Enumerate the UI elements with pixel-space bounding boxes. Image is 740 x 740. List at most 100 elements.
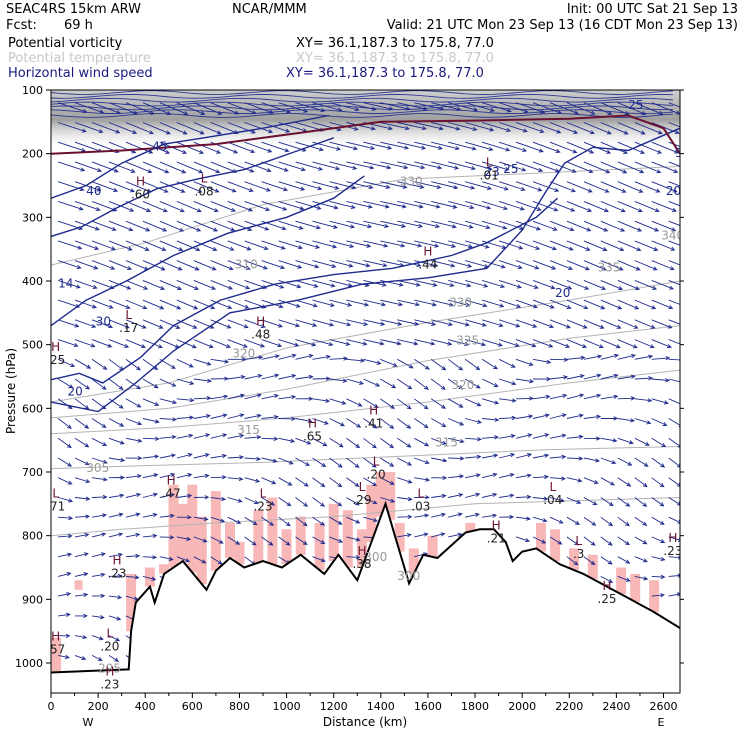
x-tick-label-1600: 1600	[414, 700, 442, 713]
wind-arrow-872	[91, 572, 106, 577]
wind-arrow-828	[312, 536, 326, 544]
wind-arrow-763	[448, 492, 464, 498]
contour-label-6: 25	[503, 162, 518, 176]
wind-arrow-724	[414, 477, 431, 482]
wind-arrow-673	[176, 453, 193, 459]
wind-arrow-497	[329, 356, 349, 361]
wind-arrow-840	[583, 536, 596, 546]
wind-arrow-128	[346, 161, 375, 170]
wind-arrow-749	[210, 496, 227, 502]
wind-arrow-367	[634, 279, 658, 290]
wind-arrow-793	[329, 516, 343, 525]
hl-letter-8: L	[373, 455, 380, 469]
wind-arrow-221	[668, 200, 680, 207]
wind-arrow-99	[481, 141, 511, 152]
wind-arrow-197	[261, 200, 288, 211]
wind-arrow-835	[448, 532, 463, 538]
wind-arrow-540	[430, 378, 446, 390]
strat-contour-6	[51, 113, 673, 118]
wind-arrow-662	[617, 437, 634, 445]
wind-arrow-455	[244, 339, 266, 348]
wind-arrow-427	[397, 319, 420, 326]
wind-arrow-895	[74, 634, 88, 640]
wind-arrow-418	[244, 319, 266, 328]
wind-arrow-731	[532, 474, 550, 480]
hl-letter-4: H	[256, 315, 265, 329]
wind-arrow-849	[108, 552, 124, 558]
forecast-hour: 69 h	[64, 18, 93, 33]
wind-arrow-247	[481, 220, 508, 230]
wind-arrow-541	[447, 378, 464, 390]
wind-arrow-836	[515, 536, 531, 543]
wind-arrow-281	[431, 240, 457, 248]
wind-arrow-379	[210, 299, 233, 310]
wind-arrow-733	[566, 477, 583, 483]
pv-shade-col-7	[210, 491, 221, 571]
hl-value-14: .04	[543, 493, 562, 507]
wind-arrow-408	[74, 319, 97, 328]
wind-arrow-785	[193, 516, 209, 522]
hl-marker-9: H.47	[162, 474, 181, 501]
wind-arrow-8	[193, 102, 223, 115]
hl-value-0: .60	[131, 188, 150, 202]
wind-arrow-293	[634, 240, 659, 251]
wind-arrow-867	[634, 556, 648, 563]
wind-arrow-292	[617, 240, 642, 252]
wind-arrow-471	[515, 339, 537, 348]
field-name-pv: Potential vorticity	[8, 36, 123, 51]
wind-arrow-276	[346, 240, 372, 248]
contour-label-17: 315	[237, 423, 260, 437]
wind-arrow-190	[142, 200, 168, 213]
wind-arrow-269	[227, 240, 252, 251]
wind-arrow-652	[448, 437, 465, 444]
hl-value-17: .38	[352, 557, 371, 571]
wind-arrow-558	[108, 398, 124, 409]
wind-arrow-476	[600, 339, 621, 349]
wind-arrow-829	[329, 536, 344, 543]
wind-arrow-586	[583, 393, 602, 400]
hl-letter-21: L	[107, 627, 114, 641]
wind-arrow-414	[176, 319, 198, 329]
wind-arrow-137	[498, 161, 527, 172]
x-tick-label-1800: 1800	[461, 700, 489, 713]
wind-arrow-423	[329, 319, 352, 327]
wind-arrow-295	[668, 240, 680, 246]
wind-arrow-393	[448, 299, 471, 307]
wind-arrow-821	[193, 536, 208, 543]
wind-arrow-148	[57, 181, 85, 192]
wind-arrow-106	[600, 141, 629, 154]
wind-arrow-1	[74, 102, 105, 114]
wind-arrow-776	[668, 497, 680, 506]
wind-arrow-22	[431, 102, 462, 112]
wind-contour-30	[51, 137, 334, 238]
wind-arrow-328	[600, 260, 624, 271]
wind-arrow-397	[515, 299, 538, 309]
wind-arrow-150	[91, 181, 119, 192]
wind-arrow-800	[465, 512, 480, 518]
wind-arrow-581	[499, 398, 517, 403]
wind-arrow-646	[346, 437, 361, 449]
wind-arrow-314	[363, 260, 388, 268]
wind-arrow-478	[634, 339, 655, 349]
wind-arrow-792	[312, 516, 326, 526]
wind-arrow-169	[414, 181, 442, 190]
wind-arrow-574	[380, 398, 395, 410]
field-xy-theta: XY= 36.1,187.3 to 175.8, 77.0	[296, 51, 494, 66]
wind-arrow-634	[142, 436, 160, 441]
pv-shade-col-15	[328, 503, 339, 562]
wind-arrow-95	[414, 141, 444, 150]
wind-arrow-715	[261, 477, 277, 485]
wind-arrow-735	[600, 477, 615, 486]
hl-marker-1: L.08	[195, 171, 214, 198]
wind-arrow-636	[176, 433, 194, 439]
wind-arrow-897	[108, 635, 121, 642]
hl-marker-21: L.20	[100, 627, 119, 654]
wind-arrow-59	[431, 122, 461, 131]
wind-arrow-388	[363, 299, 387, 307]
wind-arrow-299	[108, 260, 133, 271]
wind-arrow-884	[91, 593, 106, 599]
wind-arrow-687	[414, 457, 430, 465]
wind-arrow-365	[600, 279, 624, 290]
wind-arrow-19	[380, 102, 411, 111]
wind-arrow-454	[227, 339, 248, 348]
